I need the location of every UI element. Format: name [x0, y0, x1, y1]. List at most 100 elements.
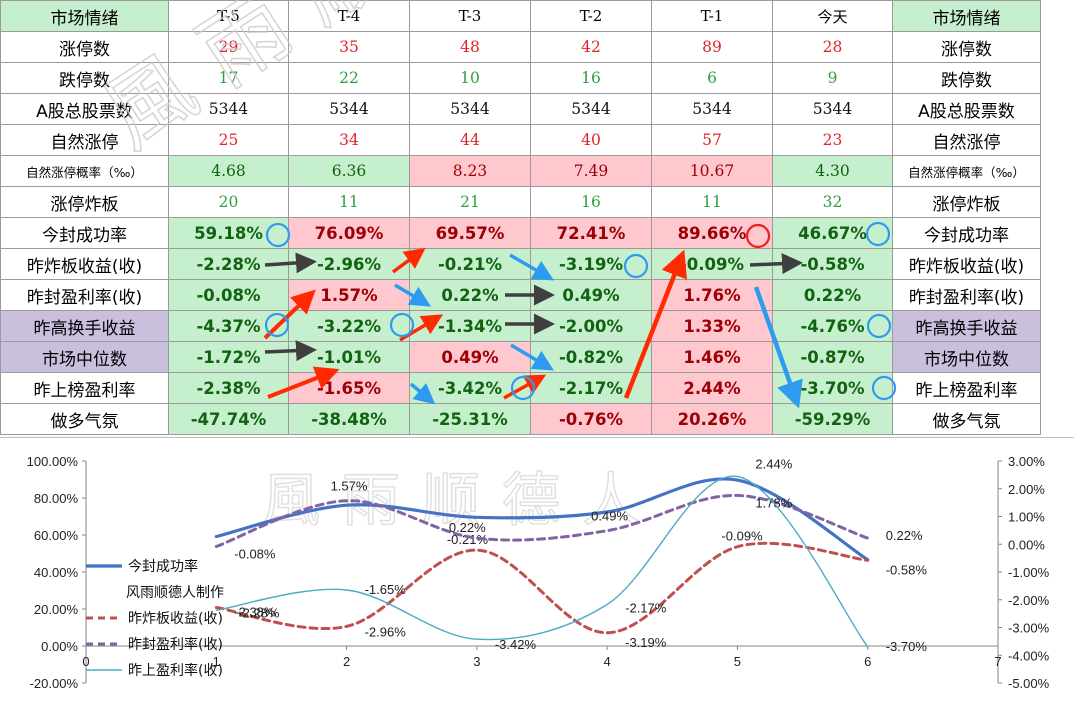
row-label-right: 做多气氛	[892, 403, 1041, 435]
y-tick-label-left: 40.00%	[34, 565, 79, 580]
value-cell: 0.22%	[409, 279, 531, 311]
value-cell: 11	[651, 186, 773, 218]
value-cell: 89	[651, 31, 773, 63]
table-row: 今封成功率 59.18% 76.09% 69.57% 72.41% 89.66% 46.67…	[0, 217, 1041, 249]
value-cell: 21	[409, 186, 531, 218]
table-row: 涨停数 29 35 48 42 89 28 涨停数	[0, 31, 1041, 63]
y-tick-label-right: 2.00%	[1008, 482, 1045, 497]
value-cell: 22	[288, 62, 410, 94]
value-cell: 5344	[651, 93, 773, 125]
table-row: 昨上榜盈利率 -2.38% -1.65% -3.42% -2.17% 2.44% -3.70…	[0, 372, 1041, 404]
y-tick-label-right: 0.00%	[1008, 537, 1045, 552]
value-cell: 5344	[168, 93, 289, 125]
y-tick-label-right: -2.00%	[1008, 593, 1050, 608]
table-row: 自然涨停 25 34 44 40 57 23 自然涨停	[0, 124, 1041, 156]
value-cell: -59.29%	[772, 403, 893, 435]
row-label: 自然涨停概率（‰）	[0, 155, 169, 187]
y-tick-label-left: 60.00%	[34, 528, 79, 543]
series-line-0	[214, 477, 870, 562]
value-cell: 5344	[409, 93, 531, 125]
value-cell: -2.96%	[288, 248, 410, 280]
y-tick-label-left: -20.00%	[30, 676, 79, 691]
value-cell: -2.17%	[530, 372, 652, 404]
series-line-3	[215, 475, 869, 648]
table-row: 自然涨停概率（‰） 4.68 6.36 8.23 7.49 10.67 4.30 自然涨停概率…	[0, 155, 1041, 187]
data-label: -2.17%	[625, 600, 667, 615]
value-cell: 1.57%	[288, 279, 410, 311]
data-label: 0.49%	[591, 509, 628, 524]
row-label-right: 涨停炸板	[892, 186, 1041, 218]
combo-line-chart: 100.00%80.00%60.00%40.00%20.00%0.00%-20.…	[27, 454, 1050, 691]
header-cell: T-1	[651, 0, 773, 32]
value-cell: -25.31%	[409, 403, 531, 435]
x-tick-label: 3	[473, 654, 480, 669]
value-cell: 1.76%	[651, 279, 773, 311]
series-line-1	[214, 541, 870, 635]
x-tick-label: 2	[343, 654, 350, 669]
value-cell: -0.21%	[409, 248, 531, 280]
row-label-right: 自然涨停	[892, 124, 1041, 156]
table-row: 昨高换手收益 -4.37% -3.22% -1.34% -2.00% 1.33% -4.76…	[0, 310, 1041, 342]
table-row: 跌停数 17 22 10 16 6 9 跌停数	[0, 62, 1041, 94]
row-label: 今封成功率	[0, 217, 169, 249]
value-cell: 5344	[530, 93, 652, 125]
value-cell: -0.08%	[168, 279, 289, 311]
value-cell: 42	[530, 31, 652, 63]
value-cell: 20.26%	[651, 403, 773, 435]
value-cell: -4.76%	[772, 310, 893, 342]
table-header-row: 市场情绪 T-5 T-4 T-3 T-2 T-1 今天 市场情绪	[0, 0, 1041, 32]
value-cell: -0.87%	[772, 341, 893, 373]
value-cell: 23	[772, 124, 893, 156]
y-tick-label-left: 100.00%	[27, 454, 79, 469]
value-cell: 0.49%	[409, 341, 531, 373]
value-cell: -0.58%	[772, 248, 893, 280]
data-label: -2.28%	[238, 606, 280, 621]
legend-label: 今封成功率	[128, 558, 198, 575]
value-cell: 72.41%	[530, 217, 652, 249]
data-label: 0.22%	[886, 528, 923, 543]
value-cell: 29	[168, 31, 289, 63]
value-cell: 7.49	[530, 155, 652, 187]
row-label: 昨高换手收益	[0, 310, 169, 342]
table-row: 昨炸板收益(收) -2.28% -2.96% -0.21% -3.19% -0.09% -0…	[0, 248, 1041, 280]
y-tick-label-right: -5.00%	[1008, 676, 1050, 691]
data-label: -0.58%	[886, 562, 928, 577]
value-cell: 20	[168, 186, 289, 218]
series-line-2	[214, 493, 870, 548]
value-cell: -3.19%	[530, 248, 652, 280]
x-tick-label: 1	[213, 654, 220, 669]
value-cell: 5344	[772, 93, 893, 125]
x-tick-label: 7	[994, 654, 1001, 669]
value-cell: 0.22%	[772, 279, 893, 311]
row-label-right: 跌停数	[892, 62, 1041, 94]
value-cell: 59.18%	[168, 217, 289, 249]
data-label: -3.70%	[886, 639, 928, 654]
table-row: 做多气氛 -47.74% -38.48% -25.31% -0.76% 20.26% -59…	[0, 403, 1041, 435]
row-label: 自然涨停	[0, 124, 169, 156]
row-label-right: 昨炸板收益(收)	[892, 248, 1041, 280]
value-cell: 16	[530, 186, 652, 218]
table-row: 市场中位数 -1.72% -1.01% 0.49% -0.82% 1.46% -0.87% 市…	[0, 341, 1041, 373]
value-cell: -47.74%	[168, 403, 289, 435]
header-cell: T-5	[168, 0, 289, 32]
row-label: 涨停炸板	[0, 186, 169, 218]
value-cell: -0.09%	[651, 248, 773, 280]
y-tick-label-right: -1.00%	[1008, 565, 1050, 580]
value-cell: 69.57%	[409, 217, 531, 249]
value-cell: -3.42%	[409, 372, 531, 404]
value-cell: 1.46%	[651, 341, 773, 373]
value-cell: 25	[168, 124, 289, 156]
data-label: -1.65%	[365, 582, 407, 597]
value-cell: 6	[651, 62, 773, 94]
row-label: 跌停数	[0, 62, 169, 94]
value-cell: -1.72%	[168, 341, 289, 373]
data-label: 2.44%	[755, 457, 792, 472]
value-cell: 8.23	[409, 155, 531, 187]
value-cell: -2.38%	[168, 372, 289, 404]
y-tick-label-left: 0.00%	[41, 639, 78, 654]
value-cell: 32	[772, 186, 893, 218]
value-cell: 57	[651, 124, 773, 156]
value-cell: 34	[288, 124, 410, 156]
value-cell: -1.34%	[409, 310, 531, 342]
value-cell: -1.65%	[288, 372, 410, 404]
